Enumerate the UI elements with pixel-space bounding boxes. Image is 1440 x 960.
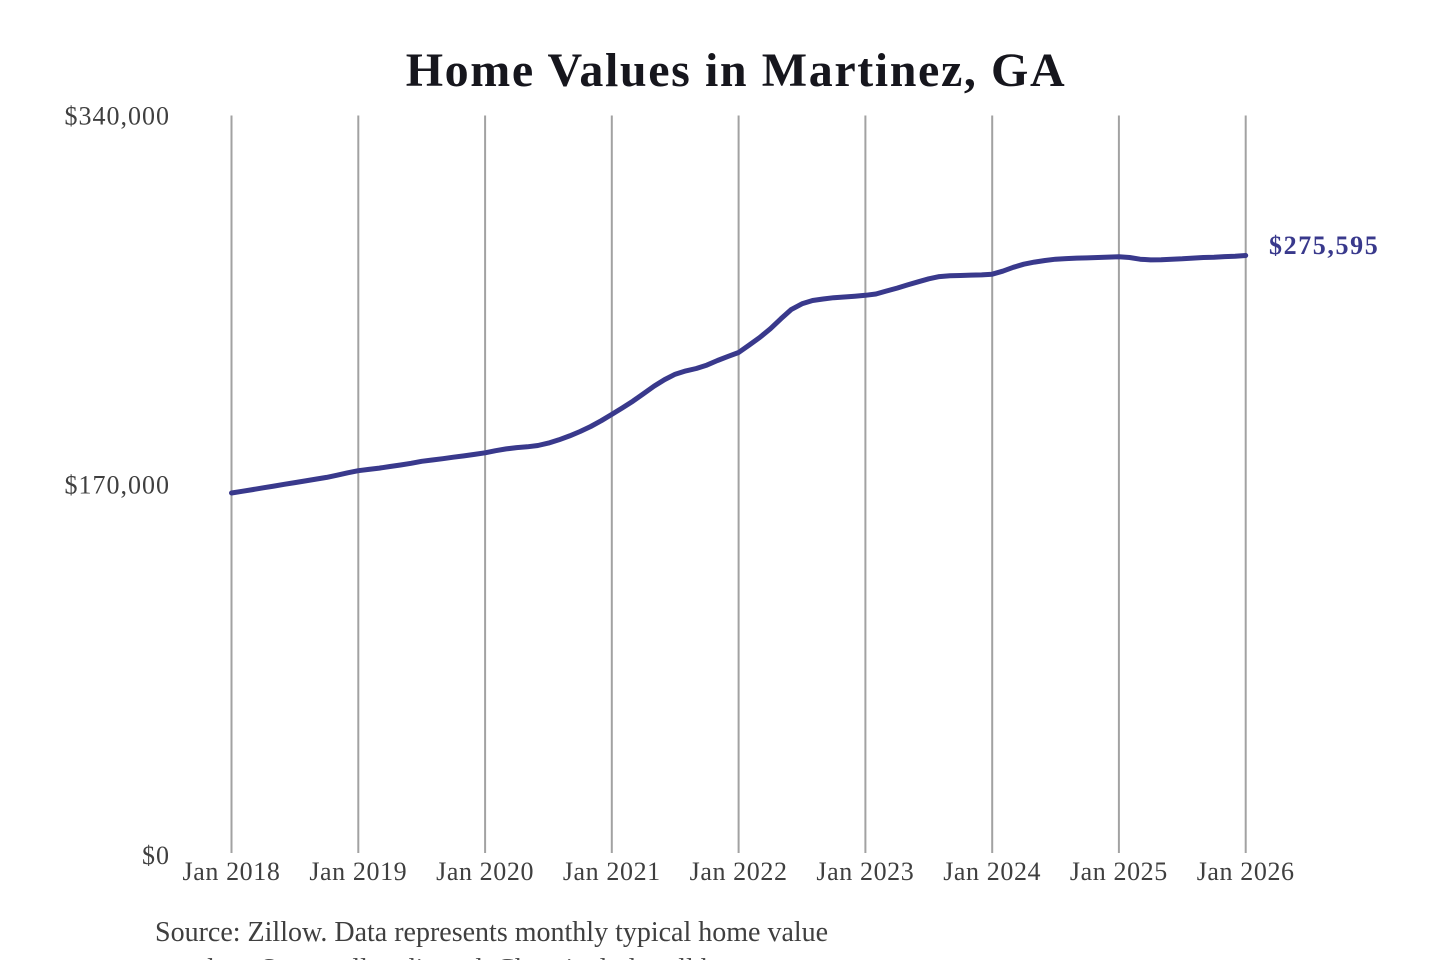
svg-text:Jan 2019: Jan 2019 bbox=[309, 857, 407, 886]
svg-text:Jan 2021: Jan 2021 bbox=[563, 857, 661, 886]
svg-text:$275,595: $275,595 bbox=[1269, 231, 1379, 260]
svg-text:Jan 2026: Jan 2026 bbox=[1197, 857, 1295, 886]
svg-text:$170,000: $170,000 bbox=[65, 471, 171, 500]
svg-text:Home Values in Martinez, GA: Home Values in Martinez, GA bbox=[406, 44, 1067, 97]
svg-text:Jan 2022: Jan 2022 bbox=[690, 857, 788, 886]
svg-text:data. Seasonally adjusted. Cha: data. Seasonally adjusted. Chart include… bbox=[200, 954, 836, 960]
svg-text:Source: Zillow. Data represent: Source: Zillow. Data represents monthly … bbox=[155, 917, 828, 948]
svg-text:Jan 2023: Jan 2023 bbox=[816, 857, 914, 886]
svg-text:$0: $0 bbox=[142, 841, 170, 870]
svg-text:Jan 2020: Jan 2020 bbox=[436, 857, 534, 886]
svg-text:Jan 2025: Jan 2025 bbox=[1070, 857, 1168, 886]
svg-text:Jan 2024: Jan 2024 bbox=[943, 857, 1041, 886]
svg-text:$340,000: $340,000 bbox=[65, 102, 171, 131]
svg-text:Jan 2018: Jan 2018 bbox=[183, 857, 281, 886]
